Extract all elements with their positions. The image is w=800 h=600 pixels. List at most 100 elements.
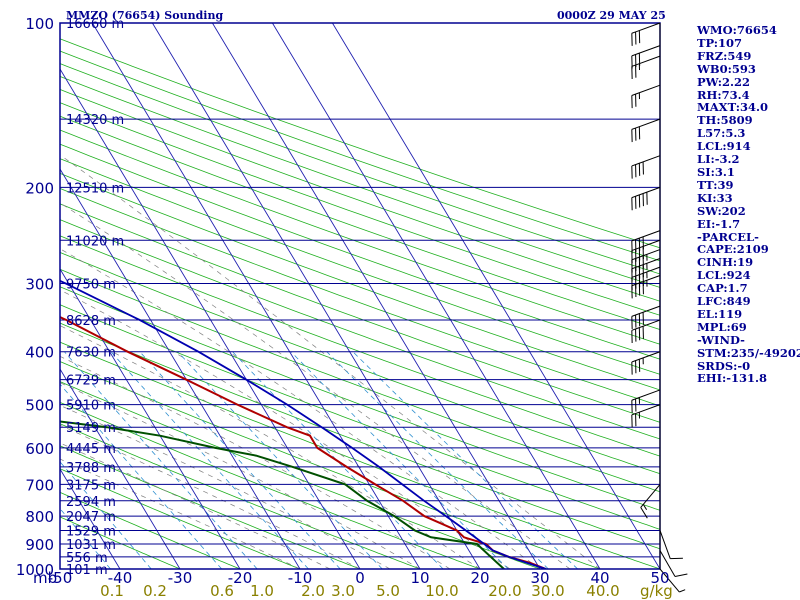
temperature-tick-label: -50 [48, 569, 73, 587]
pressure-tick-label: 200 [25, 179, 54, 197]
height-label: 2594 m [66, 495, 116, 510]
height-label: 9750 m [66, 278, 116, 293]
height-label: 16660 m [66, 17, 124, 32]
mixing-ratio-tick-label: 5.0 [376, 582, 400, 600]
height-label: 556 m [66, 551, 108, 566]
index-item: STM:235/-4920288 [697, 345, 800, 360]
index-item: FRZ:549 [697, 48, 752, 63]
index-item: EHI:-131.8 [697, 371, 768, 386]
index-item: RH:73.4 [697, 87, 750, 102]
height-label: 12510 m [66, 181, 124, 196]
mixing-ratio-unit: g/kg [640, 582, 673, 600]
moist-adiabat [60, 382, 421, 569]
index-item: TT:39 [697, 177, 734, 192]
moist-adiabat [60, 355, 451, 569]
index-item: LCL:914 [697, 139, 751, 154]
height-label: 1529 m [66, 524, 116, 539]
mixing-ratio-tick-label: 20.0 [488, 582, 521, 600]
dewpoint-profile [60, 420, 505, 569]
height-label: 14320 m [66, 113, 124, 128]
mixing-ratio-tick-label: 2.0 [301, 582, 325, 600]
height-label: 1031 m [66, 538, 116, 553]
isotherm [212, 23, 541, 569]
pressure-tick-label: 700 [25, 476, 54, 494]
height-label: 11020 m [66, 234, 124, 249]
index-item: LI:-3.2 [697, 152, 740, 167]
isotherm [332, 23, 660, 569]
index-item: KI:33 [697, 190, 733, 205]
wind-barb [659, 550, 688, 577]
mixing-ratio-tick-label: 0.2 [143, 582, 167, 600]
moist-adiabat [60, 248, 541, 569]
mixing-ratio-tick-label: 0.1 [100, 582, 124, 600]
height-label: 3175 m [66, 478, 116, 493]
isotherm [60, 268, 241, 569]
index-item: SW:202 [697, 203, 746, 218]
wind-barb [631, 22, 661, 46]
isotherm [60, 68, 361, 569]
mixing-ratio-tick-label: 40.0 [586, 582, 619, 600]
index-item: CAPE:2109 [697, 242, 769, 257]
isotherm [60, 168, 301, 569]
wind-barb [631, 230, 661, 254]
index-item: WB0:593 [697, 61, 756, 76]
mixing-ratio-tick-label: 0.6 [210, 582, 234, 600]
index-item: MAXT:34.0 [697, 100, 768, 115]
temperature-tick-label: -30 [168, 569, 193, 587]
wind-barb [640, 484, 661, 519]
wind-barb [631, 351, 661, 375]
wind-barb [659, 530, 683, 560]
temperature-tick-label: 30 [530, 569, 549, 587]
index-item: MPL:69 [697, 319, 747, 334]
wind-barb [631, 404, 661, 428]
height-label: 3788 m [66, 461, 116, 476]
index-item: L57:5.3 [697, 126, 746, 141]
height-label: 2047 m [66, 510, 116, 525]
wind-barb [631, 305, 661, 330]
mixing-ratio-tick-label: 1.0 [250, 582, 274, 600]
height-label: 6729 m [66, 374, 116, 389]
chart-title: MMZO (76654) Sounding [66, 9, 224, 22]
height-label: 5910 m [66, 399, 116, 414]
pressure-tick-label: 900 [25, 536, 54, 554]
index-item: LCL:924 [697, 268, 751, 283]
wind-barb [631, 84, 661, 109]
temperature-tick-label: -10 [288, 569, 313, 587]
pressure-tick-label: 300 [25, 276, 54, 294]
index-item: TH:5809 [697, 113, 753, 128]
height-label: 8628 m [66, 314, 116, 329]
temperature-tick-label: 0 [355, 569, 365, 587]
height-label: 4445 m [66, 442, 116, 457]
pressure-tick-label: 500 [25, 397, 54, 415]
index-item: -PARCEL- [697, 229, 759, 244]
height-label: 101 m [66, 563, 108, 578]
moist-adiabat [60, 424, 361, 569]
index-item: CINH:19 [697, 255, 754, 270]
temperature-tick-label: -40 [108, 569, 133, 587]
height-label: 5149 m [66, 421, 116, 436]
wind-barb [631, 155, 661, 179]
isotherm [152, 23, 481, 569]
index-item: -WIND- [697, 332, 745, 347]
pressure-tick-label: 1000 [16, 561, 54, 579]
index-item: EL:119 [697, 306, 743, 321]
mixing-ratio-tick-label: 30.0 [531, 582, 564, 600]
temperature-tick-label: -20 [228, 569, 253, 587]
index-item: WMO:76654 [697, 23, 777, 37]
temperature-tick-label: 40 [590, 569, 609, 587]
pressure-tick-label: 600 [25, 440, 54, 458]
isotherm [272, 23, 601, 569]
pressure-tick-label: 100 [25, 15, 54, 33]
wind-barb [631, 45, 661, 69]
index-item: PW:2.22 [697, 74, 751, 89]
pressure-axis-unit: mb [33, 569, 57, 587]
mixing-ratio-tick-label: 10.0 [425, 582, 458, 600]
isotherm [60, 368, 181, 569]
wind-barb [631, 186, 661, 211]
wind-barb [631, 319, 661, 343]
plot-background [60, 23, 660, 569]
temperature-tick-label: 50 [650, 569, 669, 587]
height-label: 7630 m [66, 346, 116, 361]
index-item: CAP:1.7 [697, 281, 748, 296]
